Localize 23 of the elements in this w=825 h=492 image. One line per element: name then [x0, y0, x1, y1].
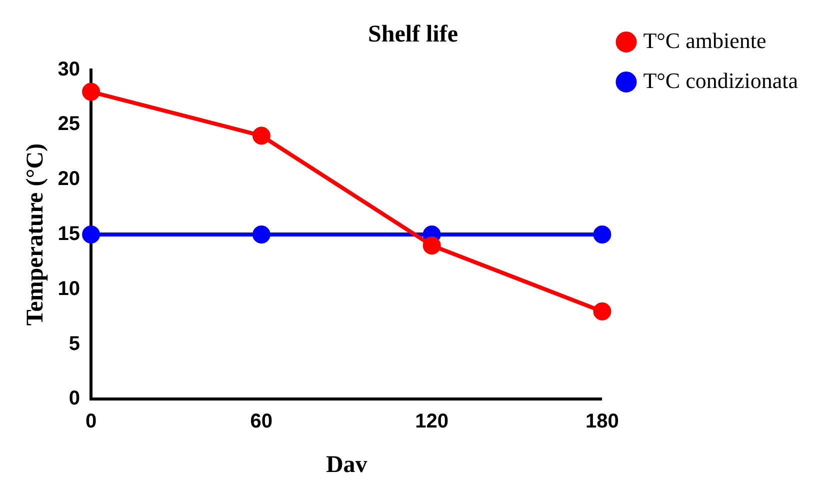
y-tick-label: 0 — [68, 388, 80, 410]
point — [82, 226, 100, 244]
point — [82, 82, 100, 101]
x-tick-label: 120 — [415, 410, 448, 433]
x-tick-label: 180 — [586, 410, 619, 433]
point — [422, 236, 441, 254]
y-axis-title: Temperature (°C) — [22, 143, 49, 326]
x-tick-label: 60 — [250, 410, 273, 433]
y-tick-label: 25 — [58, 113, 80, 136]
chart-title: Shelf life — [368, 22, 458, 48]
point — [252, 126, 270, 145]
point — [593, 226, 612, 244]
y-tick-label: 5 — [68, 332, 80, 355]
legend-label: T°C ambiente — [643, 28, 766, 53]
point — [252, 226, 270, 244]
point — [593, 302, 612, 320]
y-tick-label: 30 — [58, 58, 80, 80]
y-tick-label: 10 — [58, 278, 80, 300]
y-tick-label: 20 — [58, 168, 80, 190]
y-tick-label: 15 — [58, 223, 80, 246]
x-axis-title: Dav — [326, 452, 368, 478]
legend-label: T°C condizionata — [643, 68, 798, 93]
x-tick-label: 0 — [85, 410, 97, 433]
